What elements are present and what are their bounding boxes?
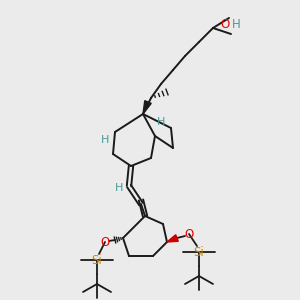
Polygon shape	[167, 235, 178, 242]
Text: H: H	[115, 183, 123, 193]
Text: O: O	[184, 227, 194, 241]
Text: O: O	[220, 19, 230, 32]
Text: Si: Si	[194, 245, 204, 259]
Text: H: H	[157, 117, 165, 127]
Text: H: H	[232, 19, 240, 32]
Text: Si: Si	[92, 254, 102, 266]
Text: O: O	[100, 236, 109, 248]
Polygon shape	[143, 101, 151, 114]
Text: H: H	[101, 135, 109, 145]
